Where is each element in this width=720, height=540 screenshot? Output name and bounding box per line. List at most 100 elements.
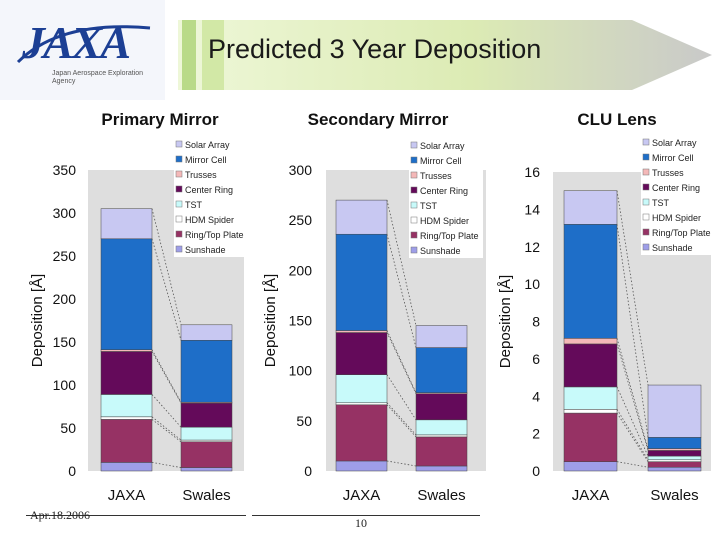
chart-title-clu: CLU Lens [577, 110, 657, 129]
y-tick-label: 50 [296, 413, 312, 429]
legend-swatch [410, 216, 418, 224]
series-connector [151, 419, 182, 443]
bar-segment [100, 349, 153, 352]
bar-segment [563, 190, 618, 225]
legend-label: Center Ring [185, 185, 233, 195]
y-tick-label: 150 [53, 334, 77, 350]
series-connector [616, 412, 649, 462]
legend: Solar Array Mirror Cell Trusses Center Ring… [174, 137, 246, 257]
bar-segment [415, 419, 468, 436]
bar-segment [180, 402, 233, 428]
series-connector [616, 190, 649, 386]
legend-swatch [410, 186, 418, 194]
bar-segment [415, 325, 468, 348]
y-axis-label: Deposition [Å] [262, 274, 279, 367]
page-title: Predicted 3 Year Deposition [208, 34, 542, 64]
legend-label: Center Ring [652, 183, 700, 193]
legend: Solar Array Mirror Cell Trusses Center Ring… [409, 138, 483, 258]
bar-segment [100, 419, 153, 463]
series-connector [386, 332, 417, 394]
legend-label: Solar Array [652, 138, 697, 148]
bar-segment [647, 384, 702, 438]
footer-line-left [26, 515, 246, 516]
legend-label: TST [652, 198, 670, 208]
legend-label: Mirror Cell [185, 155, 227, 165]
series-connector [151, 416, 182, 441]
legend-label: Sunshade [420, 246, 461, 256]
legend-label: Ring/Top Plate [652, 228, 711, 238]
y-tick-label: 0 [304, 463, 312, 479]
series-connector [616, 338, 649, 449]
chart-1: 0 50 100 150 200 250 300 Deposition [Å] JAXA Swal… [262, 138, 486, 504]
series-connector [151, 462, 182, 468]
bar-segment [563, 386, 618, 410]
y-tick-label: 50 [60, 420, 76, 436]
series-connector [386, 404, 417, 438]
y-tick-label: 300 [289, 162, 313, 178]
y-tick-label: 12 [524, 239, 540, 255]
footer-date: Apr.18.2006 [30, 508, 90, 522]
x-tick-label: Swales [182, 487, 230, 504]
chart-0: 0 50 100 150 200 250 300 350 Deposition [Å] JAXA S… [29, 137, 246, 504]
series-connector [386, 330, 417, 393]
legend-label: HDM Spider [185, 215, 234, 225]
x-tick-label: JAXA [572, 487, 610, 504]
bar-segment [180, 439, 233, 443]
series-connector [386, 200, 417, 326]
legend-swatch [175, 230, 183, 238]
jaxa-logo-subtitle: Japan Aerospace Exploration Agency [52, 70, 144, 85]
legend-label: Sunshade [652, 243, 693, 253]
legend-label: TST [420, 201, 438, 211]
banner-stripe [202, 20, 224, 90]
series-connector [386, 402, 417, 436]
legend-label: TST [185, 200, 203, 210]
legend-label: Trusses [420, 171, 452, 181]
bar-segment [180, 324, 233, 341]
series-connector [151, 351, 182, 404]
bar-segment [180, 340, 233, 403]
y-tick-label: 150 [289, 313, 313, 329]
bar-segment [415, 436, 468, 467]
bar-segment [335, 404, 388, 462]
bar-segment [180, 426, 233, 441]
logo-panel [0, 0, 165, 100]
series-connector [616, 343, 649, 451]
bar-segment [100, 394, 153, 418]
legend-swatch [175, 170, 183, 178]
legend-swatch [410, 201, 418, 209]
bar-segment [563, 409, 618, 414]
legend-label: Trusses [185, 170, 217, 180]
x-tick-label: JAXA [108, 487, 146, 504]
chart-2: 0 2 4 6 8 10 12 14 16 Deposition [Å] JAXA Swales Sol… [497, 135, 713, 504]
y-axis-label: Deposition [Å] [29, 274, 46, 367]
bar-segment [647, 455, 702, 461]
legend-box [174, 137, 246, 257]
bar-segment [563, 343, 618, 388]
y-tick-label: 200 [53, 291, 77, 307]
legend-label: Mirror Cell [420, 156, 462, 166]
legend-swatch [642, 183, 650, 191]
x-tick-label: JAXA [343, 487, 381, 504]
y-tick-label: 10 [524, 276, 540, 292]
banner-stripe [182, 20, 196, 90]
y-tick-label: 250 [53, 248, 77, 264]
legend-swatch [175, 185, 183, 193]
y-tick-label: 4 [532, 388, 540, 404]
bar-segment [647, 437, 702, 449]
legend-label: Trusses [652, 168, 684, 178]
bar-segment [415, 393, 468, 421]
legend-swatch [175, 155, 183, 163]
legend-swatch [175, 200, 183, 208]
chart-title-secondary: Secondary Mirror [307, 110, 449, 129]
y-tick-label: 100 [53, 377, 77, 393]
bar-segment [180, 467, 233, 472]
legend-swatch [642, 228, 650, 236]
legend-label: HDM Spider [420, 216, 469, 226]
series-connector [151, 349, 182, 403]
bar-segment [647, 459, 702, 462]
series-connector [151, 394, 182, 428]
footer-line-right [252, 515, 480, 516]
legend-swatch [642, 138, 650, 146]
logo-swoosh [16, 25, 151, 64]
